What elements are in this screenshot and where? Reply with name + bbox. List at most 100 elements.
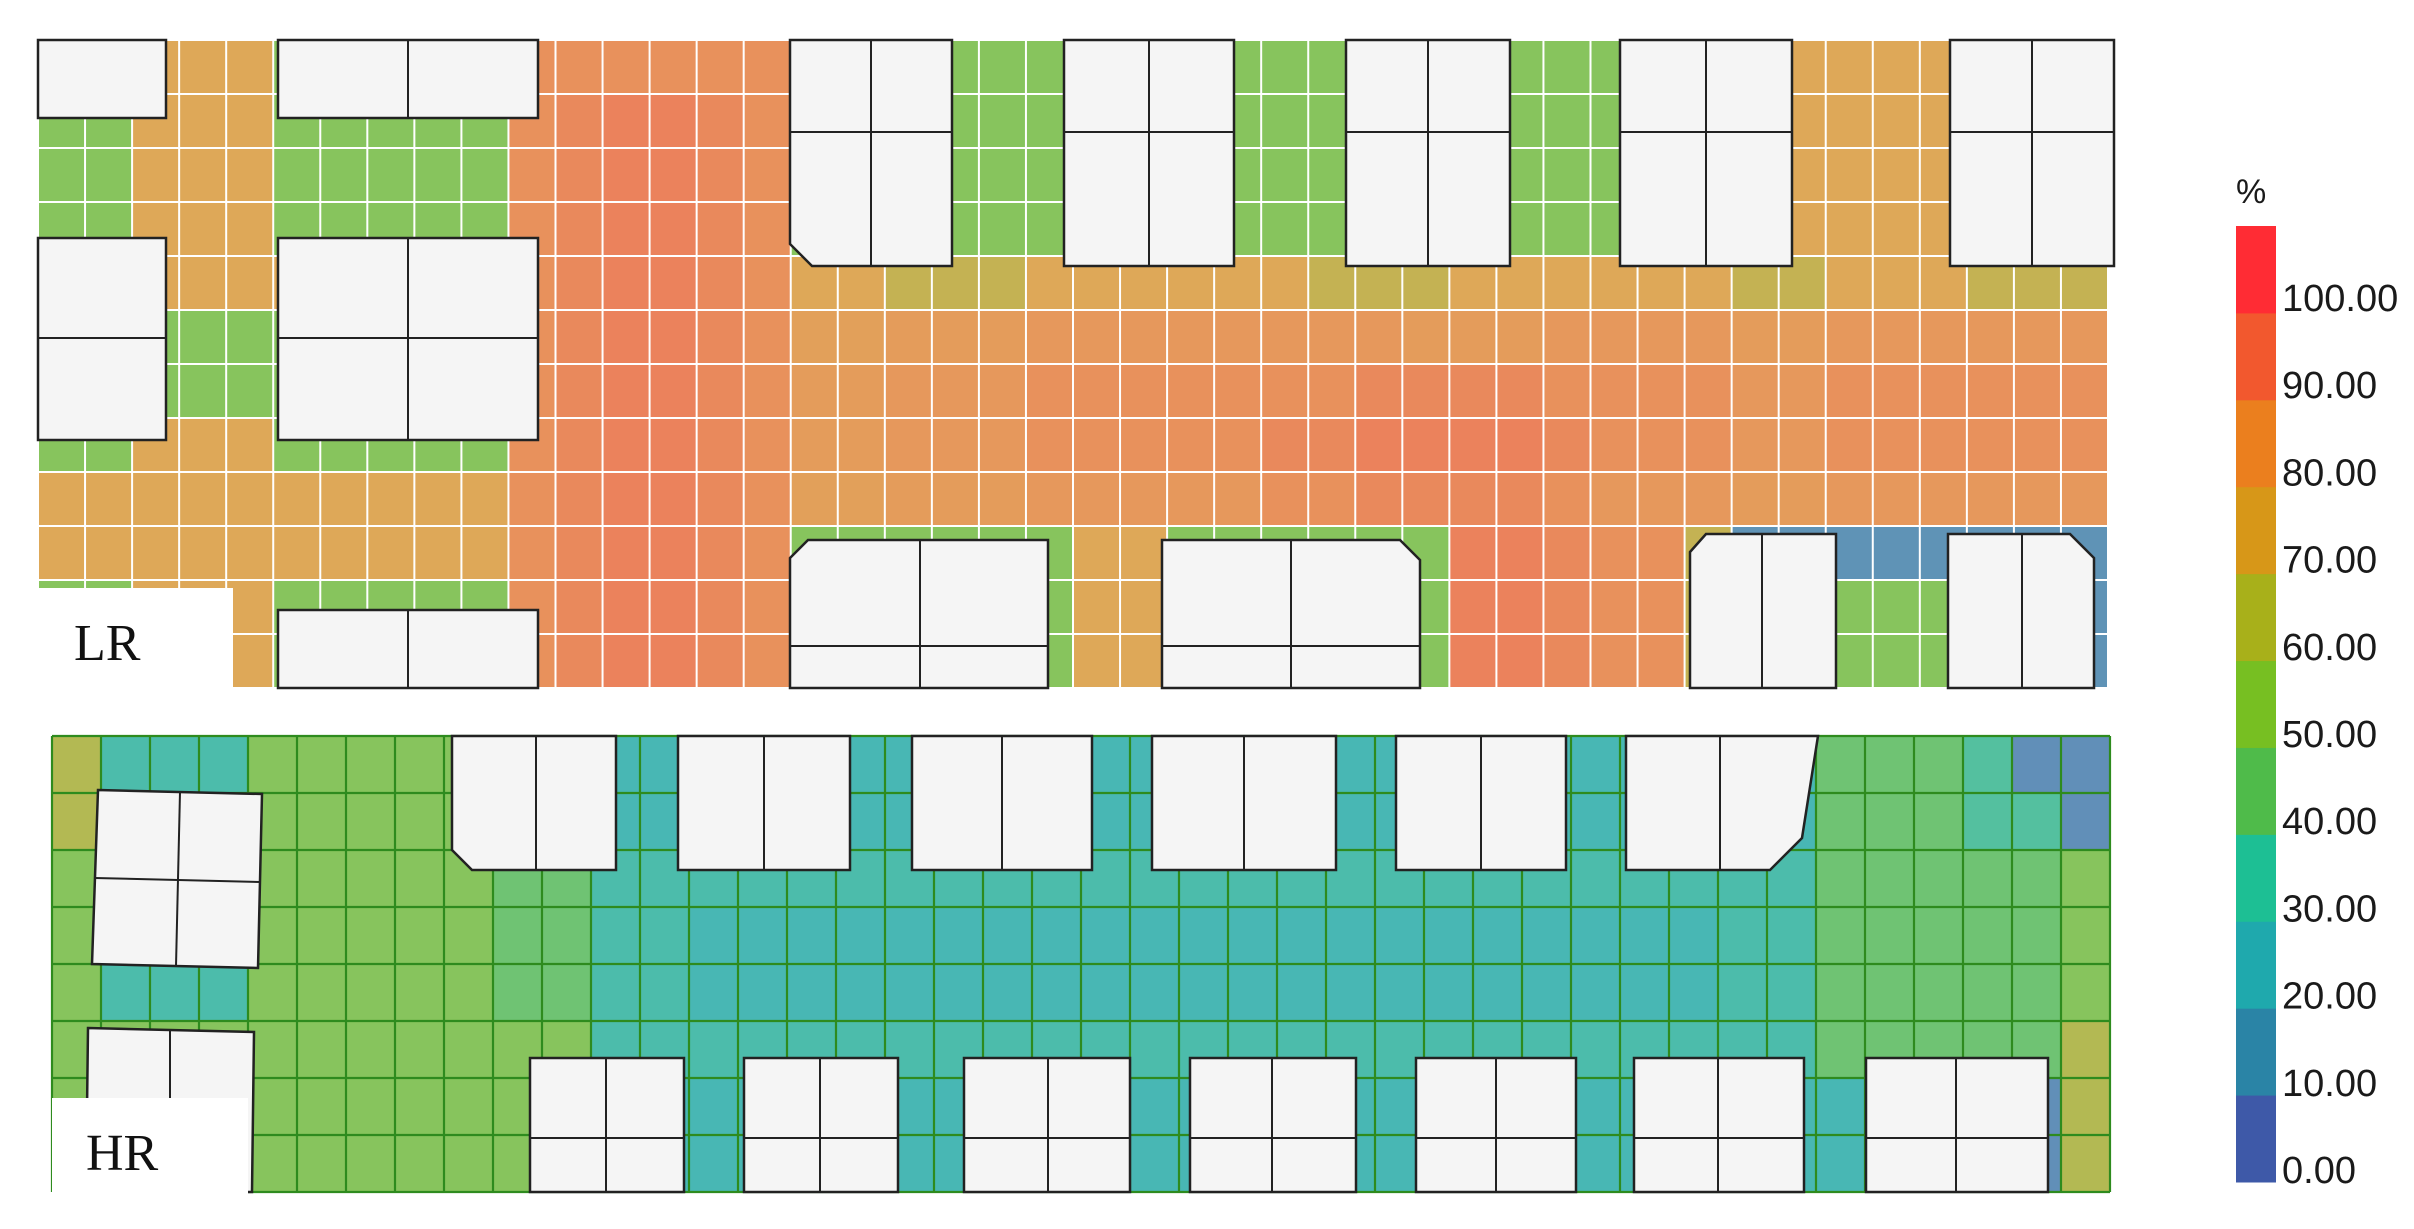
heatmap-cell (640, 907, 690, 965)
heatmap-cell (2013, 310, 2062, 365)
heatmap-cell (1767, 907, 1817, 965)
heatmap-cell (2013, 418, 2062, 473)
heatmap-cell (1620, 964, 1670, 1022)
heatmap-cell (743, 526, 792, 581)
lr-panel-label: LR (74, 615, 141, 672)
heatmap-cell (1120, 526, 1168, 581)
heatmap-cell (1179, 964, 1229, 1022)
heatmap-cell (602, 40, 651, 95)
colorbar-bands (2236, 226, 2276, 1183)
heatmap-cell (1590, 580, 1639, 635)
heatmap-cell (1073, 580, 1121, 635)
heatmap-cell (649, 94, 698, 149)
heatmap-cell (101, 736, 151, 794)
heatmap-cell (297, 850, 347, 908)
building-footprint (1062, 38, 1236, 268)
heatmap-cell (1073, 472, 1121, 527)
heatmap-cell (1914, 736, 1964, 794)
heatmap-cell (248, 1135, 298, 1192)
heatmap-cell (1449, 364, 1498, 419)
heatmap-cell (508, 526, 557, 581)
heatmap-cell (696, 40, 745, 95)
heatmap-cell (738, 964, 788, 1022)
heatmap-cell (1731, 418, 1780, 473)
heatmap-cell (1571, 736, 1621, 794)
heatmap-cell (1963, 907, 2013, 965)
heatmap-cell (696, 418, 745, 473)
heatmap-cell (1402, 472, 1450, 527)
heatmap-cell (1571, 793, 1621, 851)
heatmap-cell (602, 634, 651, 688)
building-footprint (1394, 734, 1568, 872)
heatmap-cell (1355, 364, 1403, 419)
heatmap-cell (1449, 580, 1498, 635)
heatmap-cell (1543, 580, 1592, 635)
heatmap-cell (226, 634, 274, 688)
colorbar: % 100.00 90.00 80.00 70.00 60.00 50.00 40.00 30… (2236, 173, 2398, 1192)
heatmap-cell (1825, 364, 1874, 419)
colorbar-band (2236, 226, 2276, 314)
heatmap-cell (1543, 94, 1592, 149)
heatmap-cell (1816, 1078, 1866, 1136)
heatmap-cell (743, 364, 792, 419)
heatmap-cell (297, 1078, 347, 1136)
heatmap-cell (2060, 472, 2108, 527)
building-footprint (1946, 532, 2096, 690)
heatmap-cell (1963, 964, 2013, 1022)
heatmap-cell (1449, 310, 1498, 365)
heatmap-cell (367, 472, 415, 527)
heatmap-cell (1872, 472, 1921, 527)
heatmap-cell (1073, 364, 1121, 419)
heatmap-cell (790, 472, 839, 527)
heatmap-cell (1326, 964, 1376, 1022)
heatmap-cell (602, 526, 651, 581)
building-footprint (1864, 1056, 2050, 1194)
heatmap-cell (978, 472, 1027, 527)
heatmap-cell (461, 148, 510, 203)
heatmap-cell (2012, 793, 2062, 851)
heatmap-cell (199, 964, 249, 1022)
heatmap-cell (508, 148, 557, 203)
heatmap-cell (1214, 364, 1262, 419)
heatmap-cell (555, 364, 604, 419)
heatmap-cell (2060, 310, 2108, 365)
heatmap-cell (1865, 907, 1915, 965)
heatmap-cell (2061, 1078, 2110, 1136)
heatmap-cell (555, 526, 604, 581)
heatmap-cell (1228, 964, 1278, 1022)
heatmap-cell (837, 418, 886, 473)
heatmap-cell (1919, 310, 1968, 365)
heatmap-cell (790, 364, 839, 419)
heatmap-cell (1522, 964, 1572, 1022)
heatmap-cell (297, 964, 347, 1022)
heatmap-cell (555, 418, 604, 473)
heatmap-cell (1261, 256, 1309, 311)
heatmap-cell (395, 1021, 445, 1079)
heatmap-cell (602, 310, 651, 365)
heatmap-cell (1543, 310, 1592, 365)
heatmap-cell (555, 202, 604, 257)
heatmap-cell (1120, 310, 1168, 365)
heatmap-cell (743, 418, 792, 473)
heatmap-cell (395, 907, 445, 965)
heatmap-cell (1966, 310, 2015, 365)
heatmap-cell (1825, 94, 1874, 149)
heatmap-cell (738, 907, 788, 965)
heatmap-cell (689, 964, 739, 1022)
heatmap-cell (179, 94, 227, 149)
heatmap-cell (696, 526, 745, 581)
lr-panel: LR (36, 38, 2116, 694)
heatmap-cell (273, 526, 321, 581)
heatmap-cell (1914, 850, 1964, 908)
heatmap-cell (1120, 364, 1168, 419)
heatmap-cell (542, 907, 592, 965)
heatmap-cell (1543, 526, 1592, 581)
heatmap-cell (346, 1135, 396, 1192)
heatmap-cell (1496, 364, 1545, 419)
heatmap-cell (931, 364, 980, 419)
heatmap-cell (602, 256, 651, 311)
heatmap-cell (297, 793, 347, 851)
heatmap-cell (226, 40, 274, 95)
heatmap-cell (1590, 472, 1639, 527)
heatmap-cell (1120, 418, 1168, 473)
